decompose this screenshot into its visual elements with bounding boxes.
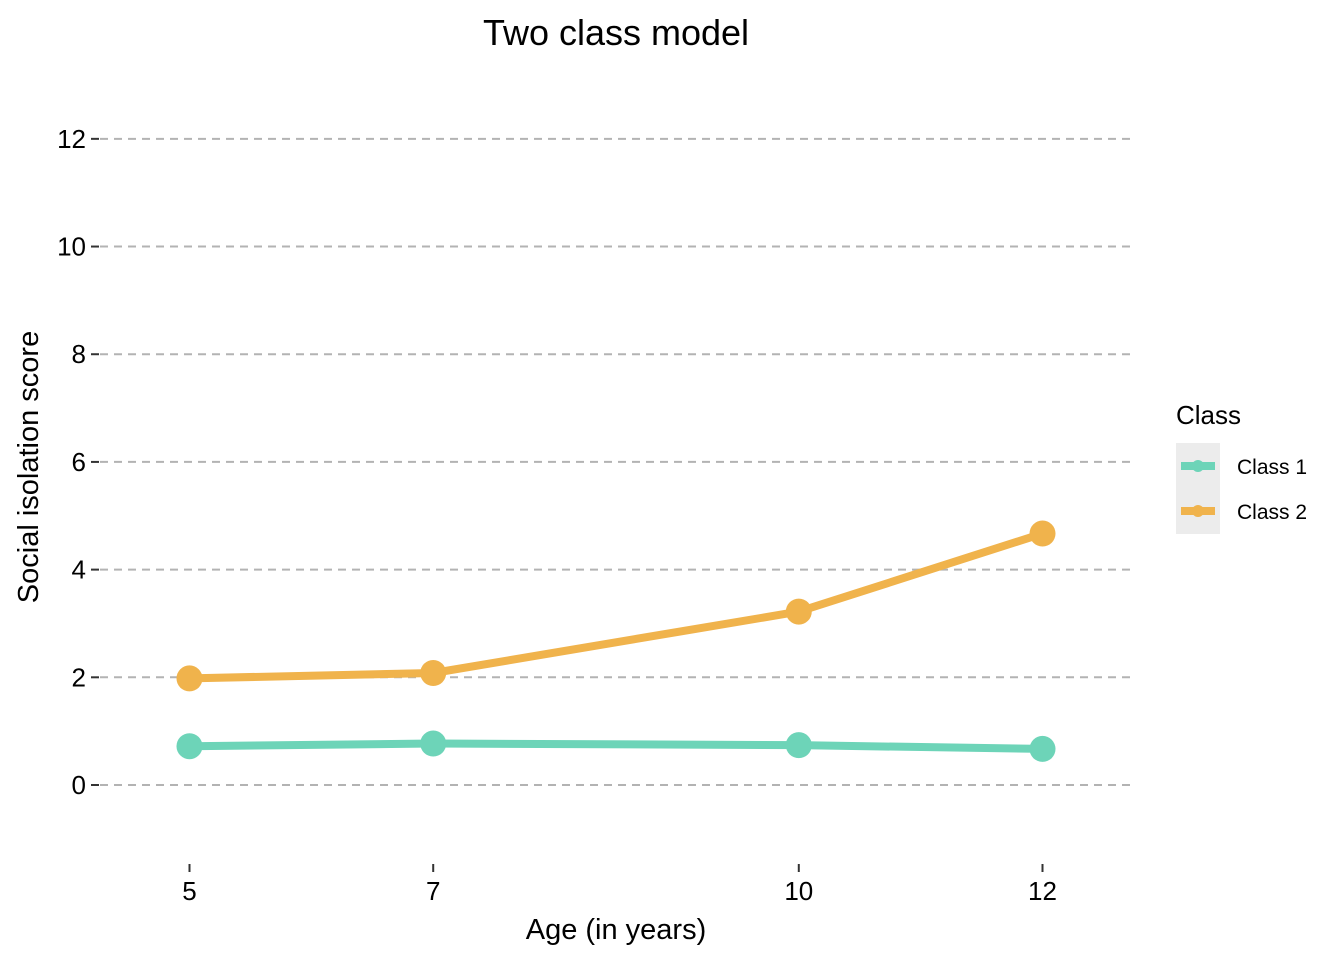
x-tick-label: 10 [784,876,813,906]
series-line-class-1 [185,739,1047,753]
plot-series [176,520,1056,762]
legend-key-point [1192,505,1204,517]
legend-title: Class [1176,400,1241,430]
y-tick-label: 10 [57,232,86,262]
y-axis: 0 2 4 6 8 10 12 [57,124,99,800]
legend-key-point [1192,460,1204,472]
x-tick-label: 7 [426,876,440,906]
series-line-class-2 [185,529,1047,683]
data-point-class-1 [1029,735,1056,762]
data-point-class-1 [420,730,447,757]
x-tick-label: 5 [182,876,196,906]
data-point-class-2 [176,665,203,692]
legend-items: Class 1 Class 2 [1181,456,1307,524]
legend-key-background [1176,443,1220,534]
x-tick-label: 12 [1028,876,1057,906]
y-tick-label: 2 [72,662,86,692]
data-point-class-2 [420,660,447,686]
legend: Class Class 1 Class 2 [1176,400,1307,534]
y-tick-label: 12 [57,124,86,154]
data-point-class-2 [785,598,812,625]
legend-label-class-2: Class 2 [1237,501,1307,524]
x-axis: 5 7 10 12 [182,864,1057,906]
y-axis-label: Social isolation score [13,331,45,603]
data-point-class-1 [176,733,203,760]
chart-title: Two class model [483,12,749,53]
data-point-class-2 [1029,520,1056,547]
grid-lines [100,137,1132,786]
legend-label-class-1: Class 1 [1237,456,1307,479]
x-axis-label: Age (in years) [526,914,707,946]
y-tick-label: 8 [72,339,86,369]
y-tick-label: 4 [72,555,86,585]
y-tick-label: 6 [72,447,86,477]
data-point-class-1 [785,732,812,759]
y-tick-label: 0 [72,770,86,800]
